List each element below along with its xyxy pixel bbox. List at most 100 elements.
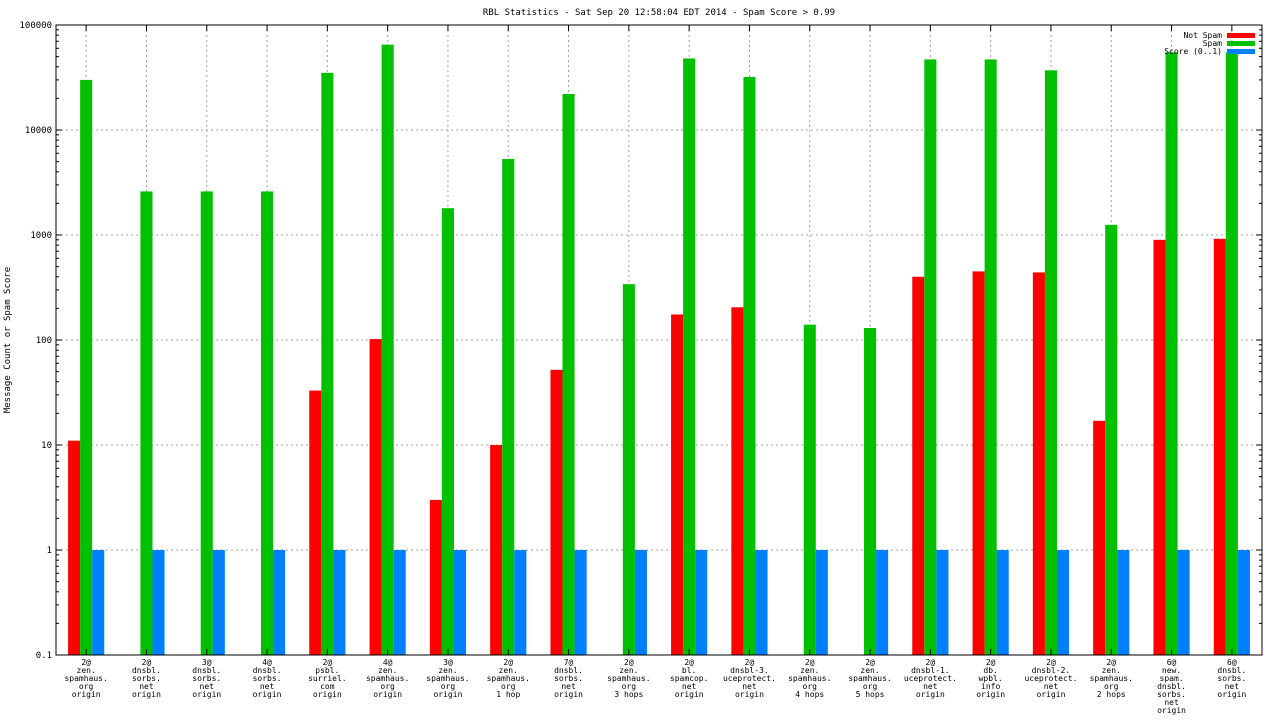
- y-tick-label: 1000: [30, 231, 52, 241]
- x-tick-label: db.: [983, 666, 997, 675]
- x-tick-label: zen.: [860, 666, 879, 675]
- x-tick-label: origin: [72, 690, 101, 699]
- x-tick-label: 2 hops: [1097, 690, 1126, 699]
- x-tick-label: spamhaus.: [64, 674, 107, 683]
- legend-swatch: [1227, 49, 1255, 54]
- x-tick-label: zen.: [619, 666, 638, 675]
- bar: [490, 445, 503, 655]
- bar: [743, 76, 756, 656]
- x-tick-label: com: [320, 682, 335, 691]
- bar: [1093, 420, 1106, 655]
- x-tick-label: org: [863, 682, 878, 691]
- x-tick-label: dnsbl.: [554, 666, 583, 675]
- x-tick-label: net: [200, 682, 215, 691]
- x-tick-label: 2@: [1106, 658, 1116, 667]
- x-tick-label: origin: [253, 690, 282, 699]
- chart-title: RBL Statistics - Sat Sep 20 12:58:04 EDT…: [483, 8, 835, 18]
- x-tick-label: zen.: [77, 666, 96, 675]
- legend-label: Spam: [1203, 39, 1222, 48]
- bar: [1117, 550, 1130, 655]
- x-tick-label: surriel.: [308, 674, 347, 683]
- x-tick-label: dnsbl-1.: [911, 666, 950, 675]
- x-tick-label: zen.: [378, 666, 397, 675]
- x-tick-label: 3@: [202, 658, 212, 667]
- x-tick-label: wpbl.: [979, 674, 1003, 683]
- bar: [1153, 239, 1166, 655]
- bar: [261, 191, 274, 655]
- x-tick-label: origin: [192, 690, 221, 699]
- x-tick-label: origin: [916, 690, 945, 699]
- bar: [369, 339, 382, 655]
- legend-swatch: [1227, 33, 1255, 38]
- x-tick-label: origin: [1036, 690, 1065, 699]
- bar: [152, 550, 165, 655]
- bar: [1032, 272, 1045, 655]
- x-tick-label: spam.: [1160, 674, 1184, 683]
- x-tick-label: 2@: [805, 658, 815, 667]
- bar: [562, 94, 575, 656]
- x-tick-label: net: [1164, 698, 1179, 707]
- bar: [876, 550, 889, 655]
- x-tick-label: uceprotect.: [1024, 674, 1077, 683]
- legend-label: Not Spam: [1183, 31, 1222, 40]
- x-tick-label: 1 hop: [496, 690, 520, 699]
- x-tick-label: spamhaus.: [607, 674, 650, 683]
- bar: [996, 550, 1009, 655]
- x-tick-label: net: [742, 682, 757, 691]
- bar: [924, 59, 937, 655]
- x-tick-label: net: [682, 682, 697, 691]
- bar: [972, 271, 985, 655]
- x-tick-label: sorbs.: [1157, 690, 1186, 699]
- x-tick-label: 2@: [142, 658, 152, 667]
- x-tick-label: net: [923, 682, 938, 691]
- bar: [755, 550, 768, 655]
- x-tick-label: zen.: [499, 666, 518, 675]
- bar: [1105, 224, 1118, 655]
- bar: [453, 550, 467, 655]
- x-tick-label: origin: [554, 690, 583, 699]
- bar: [212, 550, 225, 655]
- x-tick-label: 2@: [323, 658, 333, 667]
- bar: [815, 550, 828, 655]
- x-tick-label: dnsbl.: [1217, 666, 1246, 675]
- bar: [92, 550, 105, 655]
- bar: [429, 499, 442, 655]
- x-tick-label: 2@: [926, 658, 936, 667]
- bar: [441, 208, 454, 655]
- x-tick-label: zen.: [800, 666, 819, 675]
- y-tick-label: 0.1: [36, 651, 52, 661]
- x-tick-label: org: [501, 682, 516, 691]
- x-tick-label: origin: [313, 690, 342, 699]
- bar: [1056, 550, 1070, 655]
- y-tick-label: 100000: [19, 21, 52, 31]
- x-tick-label: net: [561, 682, 576, 691]
- x-tick-label: net: [260, 682, 275, 691]
- x-tick-label: zen.: [1102, 666, 1121, 675]
- x-tick-label: 6@: [1227, 658, 1237, 667]
- x-tick-label: 4@: [383, 658, 393, 667]
- y-axis-label: Message Count or Spam Score: [3, 267, 13, 413]
- bar: [1165, 52, 1178, 656]
- x-tick-label: 7@: [564, 658, 574, 667]
- x-tick-label: 2@: [986, 658, 996, 667]
- bar: [695, 550, 708, 655]
- bar: [321, 72, 334, 655]
- bar: [333, 550, 346, 655]
- bar: [864, 328, 877, 655]
- bar: [309, 390, 322, 655]
- bar: [550, 369, 563, 655]
- bar: [80, 79, 93, 655]
- x-tick-label: dnsbl-2.: [1032, 666, 1071, 675]
- bar: [1225, 52, 1238, 656]
- bar: [803, 324, 816, 655]
- x-tick-label: sorbs.: [554, 674, 583, 683]
- x-tick-label: origin: [1217, 690, 1246, 699]
- x-tick-label: 2@: [624, 658, 634, 667]
- x-tick-label: sorbs.: [192, 674, 221, 683]
- x-tick-label: net: [139, 682, 154, 691]
- x-tick-label: sorbs.: [253, 674, 282, 683]
- bar: [1213, 238, 1226, 655]
- bar: [936, 550, 949, 655]
